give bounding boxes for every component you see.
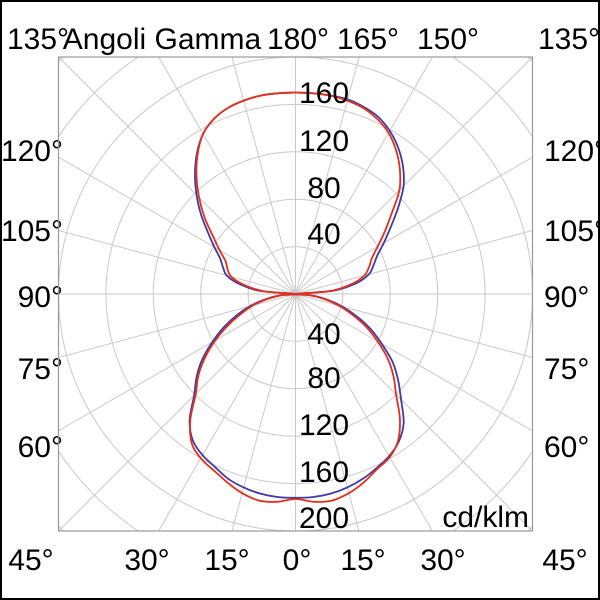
gamma-label-bottom-2: 15° (204, 544, 249, 577)
radial-tick-lower-4: 200 (299, 502, 349, 535)
grid-spoke-15 (295, 293, 360, 531)
plot-border (57, 56, 534, 532)
radial-tick-lower-1: 80 (307, 362, 340, 395)
unit-label: cd/klm (442, 501, 529, 534)
gamma-label-right-1: 105° (544, 215, 598, 248)
radial-tick-upper-1: 120 (299, 125, 349, 158)
grid-spoke-210 (158, 57, 296, 295)
grid-spoke-45 (295, 293, 533, 531)
radial-tick-upper-0: 160 (299, 77, 349, 110)
radial-tick-lower-0: 40 (307, 318, 340, 351)
grid-spoke-345 (231, 293, 296, 531)
grid-spoke-30 (295, 293, 433, 531)
grid-spoke-150 (295, 57, 433, 295)
gamma-label-right-2: 90° (544, 281, 589, 314)
grid-spoke-315 (58, 293, 296, 531)
radial-tick-lower-2: 120 (299, 409, 349, 442)
grid-spoke-300 (58, 293, 296, 432)
gamma-label-bottom-1: 30° (124, 544, 169, 577)
gamma-label-bottom-4: 15° (340, 544, 385, 577)
gamma-label-bottom-6: 45° (542, 544, 587, 577)
blue_curve (188, 91, 405, 499)
gamma-label-top-4: 135° (538, 23, 598, 56)
grid-spoke-135 (295, 57, 533, 295)
red_curve (189, 91, 402, 503)
gamma-label-bottom-5: 30° (420, 544, 465, 577)
photometric-curves (188, 91, 405, 503)
grid-spoke-255 (58, 229, 296, 295)
gamma-label-left-0: 120° (2, 135, 63, 168)
gamma-label-right-0: 120° (544, 135, 598, 168)
grid-spoke-60 (295, 293, 533, 432)
grid-spoke-225 (58, 57, 296, 295)
radial-tick-upper-2: 80 (307, 172, 340, 205)
grid-spoke-165 (295, 57, 360, 295)
gamma-label-left-2: 90° (18, 281, 63, 314)
grid-spoke-285 (58, 293, 296, 359)
gamma-label-bottom-0: 45° (8, 544, 53, 577)
gamma-label-top-1: 180° (267, 23, 329, 56)
grid-spoke-195 (231, 57, 296, 295)
gamma-label-top-2: 165° (337, 23, 399, 56)
chart-title: Angoli Gamma (63, 23, 262, 56)
grid-spoke-240 (58, 156, 296, 295)
radial-tick-upper-3: 40 (307, 218, 340, 251)
gamma-label-left-4: 60° (18, 431, 63, 464)
grid-spoke-75 (295, 293, 533, 359)
grid-spoke-120 (295, 156, 533, 295)
gamma-label-right-3: 75° (544, 353, 589, 386)
gamma-label-top-3: 150° (417, 23, 479, 56)
gamma-label-right-4: 60° (544, 431, 589, 464)
gamma-label-left-3: 75° (18, 353, 63, 386)
axis-labels: 135° 180° 165° 150° 135° 45° 30° 15° 0° 15° 30° 45°… (2, 23, 598, 577)
grid-spoke-105 (295, 229, 533, 295)
gamma-label-bottom-3: 0° (283, 544, 312, 577)
radial-tick-lower-3: 160 (299, 456, 349, 489)
gamma-label-left-1: 105° (2, 215, 63, 248)
gamma-label-top-0: 135° (7, 23, 69, 56)
